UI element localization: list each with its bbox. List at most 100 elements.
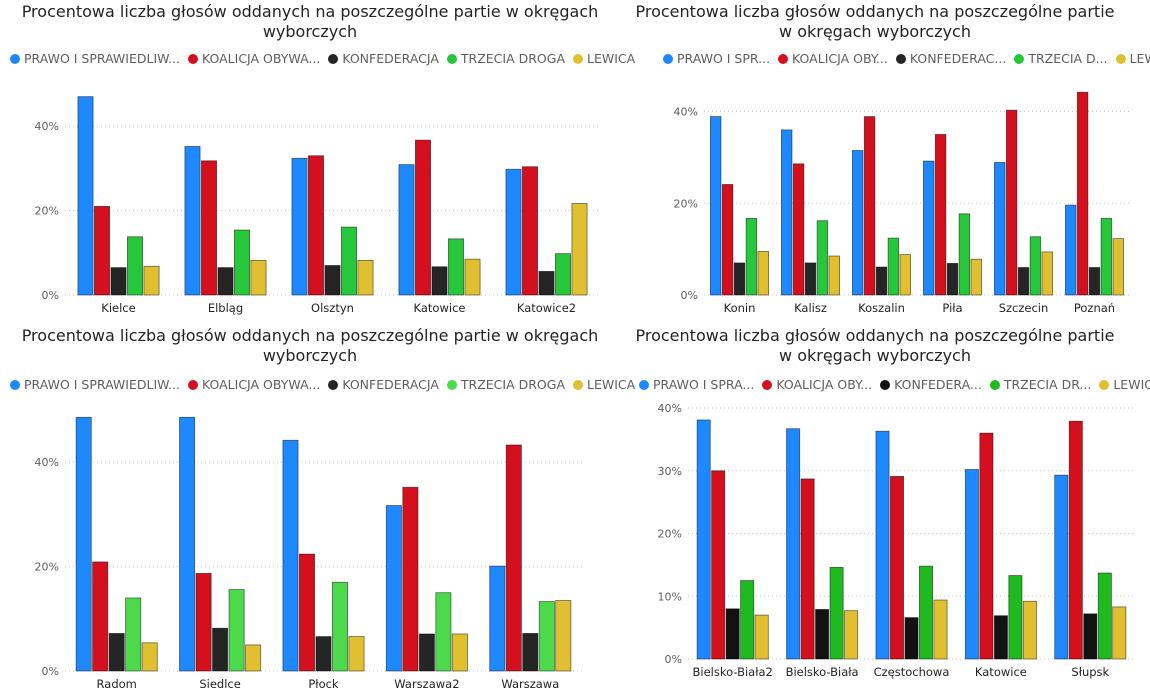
bar-prawo-i-sprawiedliwość[interactable] (77, 96, 94, 296)
bar-konfederacja[interactable] (538, 270, 555, 296)
bar-konfederacja[interactable] (522, 633, 539, 672)
bar-koalicja-obywatelska[interactable] (522, 166, 539, 296)
bar-trzecia-droga[interactable] (1097, 572, 1112, 660)
bar-prawo-i-sprawiedliwość[interactable] (291, 157, 308, 296)
bar-trzecia-droga[interactable] (1100, 217, 1113, 296)
bar-konfederacja[interactable] (217, 267, 234, 296)
bar-konfederacja[interactable] (418, 633, 435, 672)
bar-konfederacja[interactable] (431, 266, 448, 296)
bar-prawo-i-sprawiedliwość[interactable] (851, 150, 864, 296)
bar-koalicja-obywatelska[interactable] (195, 572, 212, 672)
bar-konfederacja[interactable] (108, 633, 125, 672)
legend-item-pis[interactable]: PRAWO I SPR... (663, 51, 770, 66)
bar-konfederacja[interactable] (804, 262, 817, 296)
legend-item-trzecia-droga[interactable]: TRZECIA DR... (989, 377, 1091, 392)
bar-lewica[interactable] (357, 259, 374, 296)
bar-koalicja-obywatelska[interactable] (1068, 420, 1083, 660)
bar-konfederacja[interactable] (212, 627, 229, 672)
bar-lewica[interactable] (348, 636, 365, 672)
bar-lewica[interactable] (933, 599, 948, 660)
bar-konfederacja[interactable] (875, 266, 888, 296)
legend-item-trzecia-droga[interactable]: TRZECIA D... (1014, 51, 1108, 66)
bar-trzecia-droga[interactable] (340, 226, 357, 296)
bar-koalicja-obywatelska[interactable] (934, 134, 947, 296)
bar-trzecia-droga[interactable] (435, 592, 452, 672)
bar-trzecia-droga[interactable] (1029, 236, 1042, 296)
bar-lewica[interactable] (970, 258, 983, 296)
bar-konfederacja[interactable] (315, 636, 332, 672)
bar-prawo-i-sprawiedliwość[interactable] (489, 565, 506, 672)
bar-trzecia-droga[interactable] (887, 237, 900, 296)
bar-koalicja-obywatelska[interactable] (92, 561, 109, 672)
bar-lewica[interactable] (1041, 251, 1054, 296)
bar-lewica[interactable] (828, 255, 841, 296)
bar-konfederacja[interactable] (1088, 267, 1101, 296)
bar-konfederacja[interactable] (324, 265, 341, 296)
bar-prawo-i-sprawiedliwość[interactable] (993, 162, 1006, 296)
legend-item-konfederacja[interactable]: KONFEDERAC... (895, 51, 1006, 66)
bar-konfederacja[interactable] (815, 609, 830, 660)
bar-lewica[interactable] (464, 258, 481, 296)
legend-item-konfederacja[interactable]: KONFEDERACJA (328, 377, 439, 392)
legend-item-konfederacja[interactable]: KONFEDERA... (880, 377, 982, 392)
bar-trzecia-droga[interactable] (816, 220, 829, 296)
bar-prawo-i-sprawiedliwość[interactable] (1064, 204, 1077, 296)
bar-lewica[interactable] (245, 644, 262, 672)
bar-lewica[interactable] (1112, 606, 1127, 660)
bar-koalicja-obywatelska[interactable] (979, 432, 994, 660)
bar-trzecia-droga[interactable] (918, 565, 933, 660)
bar-konfederacja[interactable] (733, 262, 746, 296)
bar-konfederacja[interactable] (1083, 613, 1098, 660)
bar-trzecia-droga[interactable] (740, 580, 755, 660)
bar-koalicja-obywatelska[interactable] (711, 470, 726, 660)
bar-konfederacja[interactable] (993, 615, 1008, 660)
legend-item-lewica[interactable]: LEWICA (1115, 51, 1150, 66)
bar-koalicja-obywatelska[interactable] (402, 486, 419, 672)
bar-trzecia-droga[interactable] (555, 253, 572, 296)
legend-item-pis[interactable]: PRAWO I SPRAWIEDLIW... (10, 51, 180, 66)
legend-item-trzecia-droga[interactable]: TRZECIA DROGA (446, 377, 565, 392)
bar-prawo-i-sprawiedliwość[interactable] (696, 419, 711, 660)
bar-koalicja-obywatelska[interactable] (298, 553, 315, 672)
bar-lewica[interactable] (143, 265, 160, 296)
bar-lewica[interactable] (571, 203, 588, 296)
bar-lewica[interactable] (451, 633, 468, 672)
legend-item-pis[interactable]: PRAWO I SPRAWIEDLIW... (10, 377, 180, 392)
bar-prawo-i-sprawiedliwość[interactable] (875, 430, 890, 660)
legend-item-lewica[interactable]: LEWICA (1099, 377, 1150, 392)
legend-item-ko[interactable]: KOALICJA OBY... (762, 377, 872, 392)
bar-koalicja-obywatelska[interactable] (863, 116, 876, 296)
bar-konfederacja[interactable] (904, 617, 919, 660)
bar-koalicja-obywatelska[interactable] (792, 163, 805, 296)
bar-koalicja-obywatelska[interactable] (721, 184, 734, 296)
bar-koalicja-obywatelska[interactable] (505, 444, 522, 672)
bar-konfederacja[interactable] (110, 267, 127, 296)
bar-trzecia-droga[interactable] (233, 229, 250, 296)
legend-item-konfederacja[interactable]: KONFEDERACJA (328, 51, 439, 66)
bar-lewica[interactable] (250, 259, 267, 296)
bar-koalicja-obywatelska[interactable] (414, 139, 431, 296)
bar-prawo-i-sprawiedliwość[interactable] (710, 116, 722, 296)
bar-prawo-i-sprawiedliwość[interactable] (184, 146, 201, 296)
bar-prawo-i-sprawiedliwość[interactable] (179, 416, 196, 672)
legend-item-pis[interactable]: PRAWO I SPRA... (639, 377, 754, 392)
bar-prawo-i-sprawiedliwość[interactable] (75, 416, 92, 672)
bar-trzecia-droga[interactable] (829, 566, 844, 660)
bar-lewica[interactable] (754, 614, 769, 660)
bar-trzecia-droga[interactable] (958, 213, 971, 296)
bar-lewica[interactable] (844, 610, 859, 660)
legend-item-lewica[interactable]: LEWICA (572, 377, 635, 392)
bar-lewica[interactable] (757, 251, 770, 296)
bar-trzecia-droga[interactable] (745, 217, 758, 296)
bar-lewica[interactable] (555, 600, 572, 672)
legend-item-ko[interactable]: KOALICJA OBYWA... (187, 51, 320, 66)
bar-trzecia-droga[interactable] (125, 597, 142, 672)
bar-lewica[interactable] (141, 642, 158, 672)
bar-konfederacja[interactable] (946, 262, 959, 296)
legend-item-lewica[interactable]: LEWICA (572, 51, 635, 66)
bar-prawo-i-sprawiedliwość[interactable] (398, 164, 415, 296)
bar-trzecia-droga[interactable] (228, 589, 245, 672)
bar-trzecia-droga[interactable] (538, 601, 555, 672)
bar-prawo-i-sprawiedliwość[interactable] (282, 439, 299, 672)
bar-prawo-i-sprawiedliwość[interactable] (964, 469, 979, 660)
